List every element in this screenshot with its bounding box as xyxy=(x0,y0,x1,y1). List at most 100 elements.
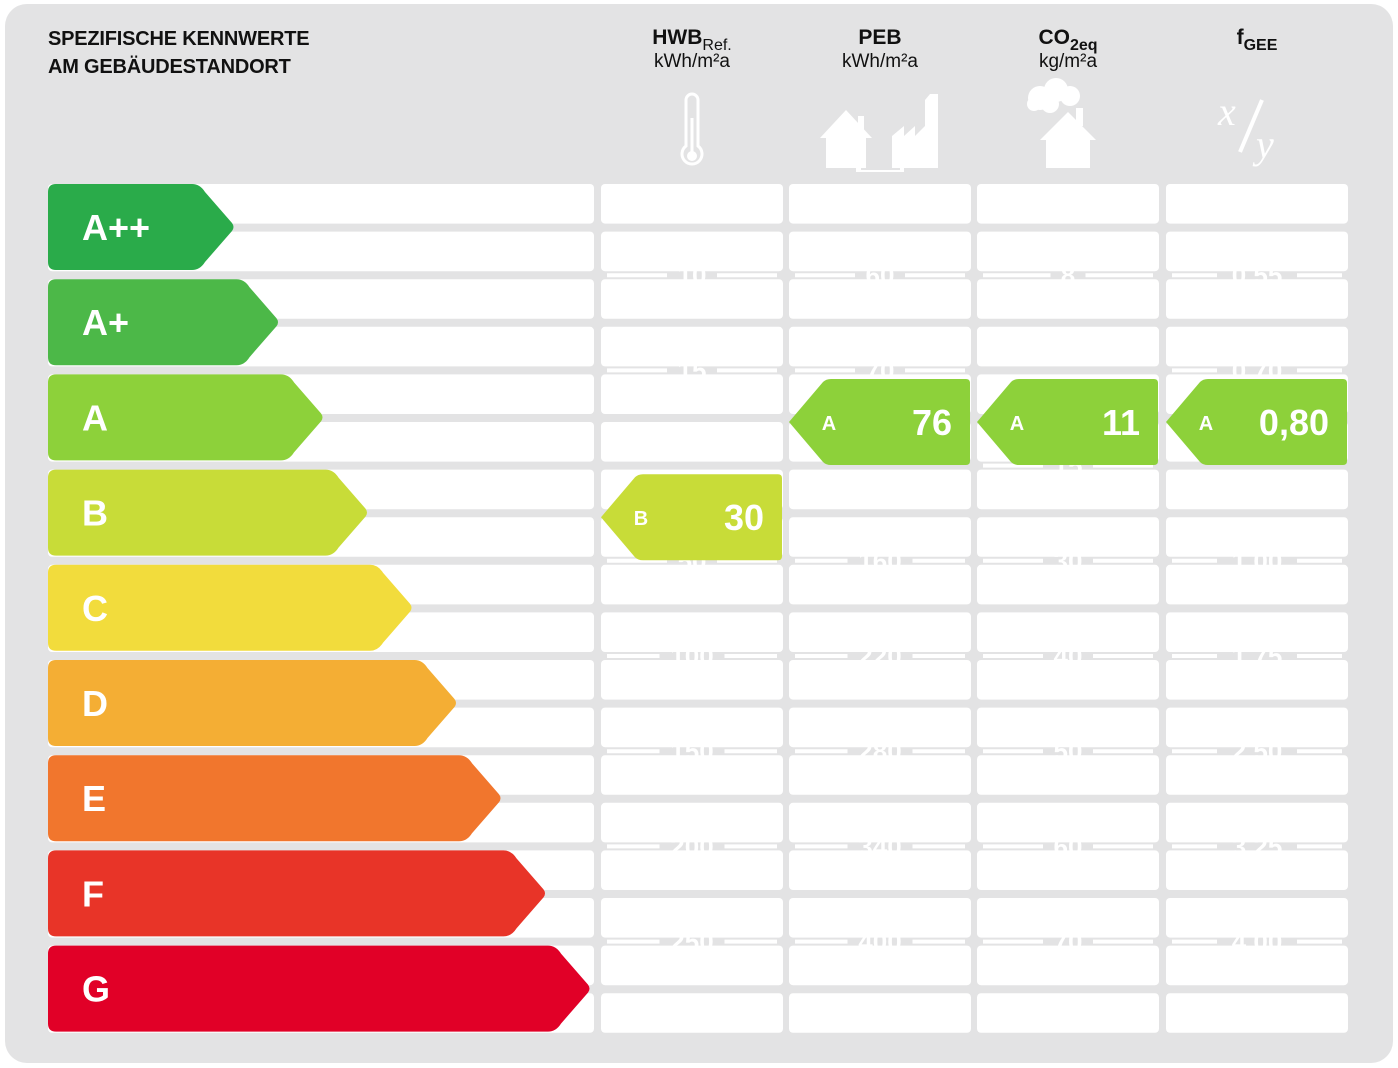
strip-column xyxy=(789,469,971,510)
class-bar-f xyxy=(48,850,545,937)
strip-column xyxy=(601,707,783,748)
strip-column xyxy=(1166,945,1348,986)
value-marker-1: B 30 xyxy=(601,474,782,561)
value-marker-3: A 11 xyxy=(977,379,1158,465)
strip-column xyxy=(601,564,783,605)
strip-column xyxy=(789,231,971,272)
tick-label: 0,55 xyxy=(1232,260,1283,290)
thermometer-icon xyxy=(680,92,704,166)
marker-arrow xyxy=(789,379,970,465)
strip-column xyxy=(601,612,783,652)
tick-label: 200 xyxy=(670,831,713,861)
marker-class: B xyxy=(634,508,648,530)
marker-value: 30 xyxy=(724,497,764,538)
tick-label: 70 xyxy=(1054,927,1083,957)
column-header-peb: PEB kWh/m²a xyxy=(789,26,971,74)
strip-column xyxy=(977,469,1159,510)
column-subscript: 2eq xyxy=(1069,37,1098,54)
tick-label: 10 xyxy=(678,260,707,290)
column-name: HWB xyxy=(652,26,703,49)
strip-column xyxy=(789,612,971,652)
strip-column xyxy=(977,184,1159,224)
tick-label: 250 xyxy=(670,927,713,957)
strip-column xyxy=(977,850,1159,890)
marker-arrow xyxy=(601,474,782,561)
class-bar-b xyxy=(48,469,367,556)
tick-label: 220 xyxy=(858,641,901,671)
class-label: F xyxy=(82,873,104,914)
class-label: B xyxy=(82,493,108,534)
strip-column xyxy=(601,279,783,319)
strip-column xyxy=(977,231,1159,272)
chart-title: SPEZIFISCHE KENNWERTE AM GEBÄUDESTANDORT xyxy=(48,25,310,81)
tick-label: 400 xyxy=(858,927,901,957)
class-label: E xyxy=(82,778,106,819)
strip-column xyxy=(789,184,971,224)
strip-column xyxy=(977,707,1159,748)
svg-text:x: x xyxy=(1217,89,1236,134)
tick-label: 2,50 xyxy=(1232,736,1283,766)
strip-column xyxy=(1166,707,1348,748)
marker-value: 0,80 xyxy=(1259,402,1329,443)
marker-value: 76 xyxy=(912,402,952,443)
class-label: C xyxy=(82,588,108,629)
tick-label: 100 xyxy=(670,641,713,671)
marker-class: A xyxy=(1010,413,1024,435)
value-markers: B 30 A 76 A 11 A 0,80 xyxy=(601,379,1347,561)
strip-column xyxy=(1166,326,1348,367)
strip-column xyxy=(601,993,783,1033)
strip-column xyxy=(977,279,1159,319)
strip-column xyxy=(601,422,783,462)
strip-column xyxy=(601,660,783,700)
strip-column xyxy=(1166,755,1348,795)
strip-column xyxy=(789,898,971,938)
class-label: G xyxy=(82,969,110,1010)
strip-column xyxy=(977,517,1159,557)
tick-label: 50 xyxy=(1054,736,1083,766)
strip-column xyxy=(601,374,783,414)
svg-text:y: y xyxy=(1252,122,1274,167)
class-bar-ap xyxy=(48,279,278,366)
strip-column xyxy=(977,564,1159,605)
column-unit: kg/m²a xyxy=(1038,51,1098,72)
column-unit: kWh/m²a xyxy=(842,51,918,72)
column-header-co2: CO2eq kg/m²a xyxy=(977,26,1159,74)
strip-column xyxy=(1166,612,1348,652)
tick-label: 280 xyxy=(858,736,901,766)
class-bar-d xyxy=(48,660,456,746)
class-bar-e xyxy=(48,755,501,842)
strip-column xyxy=(1166,184,1348,224)
marker-value: 11 xyxy=(1102,402,1140,443)
strip-column xyxy=(1166,993,1348,1033)
strip-column xyxy=(977,945,1159,986)
strip-column xyxy=(789,517,971,557)
strip-column xyxy=(1166,660,1348,700)
strip-column xyxy=(1166,231,1348,272)
tick-label: 1,00 xyxy=(1232,546,1283,576)
column-subscript: GEE xyxy=(1243,37,1278,54)
strip-column xyxy=(789,707,971,748)
value-marker-2: A 76 xyxy=(789,379,970,465)
tick-label: 40 xyxy=(1054,641,1083,671)
strip-column xyxy=(789,802,971,843)
column-subscript: Ref. xyxy=(702,37,732,54)
value-marker-4: A 0,80 xyxy=(1166,379,1347,465)
tick-label: 8 xyxy=(1061,260,1075,290)
strip-column xyxy=(789,945,971,986)
title-line-1: SPEZIFISCHE KENNWERTE xyxy=(48,28,310,50)
marker-class: A xyxy=(1199,413,1213,435)
marker-arrow xyxy=(977,379,1158,465)
class-bar-app xyxy=(48,184,234,270)
tick-label: 1,75 xyxy=(1232,641,1283,671)
strip-column xyxy=(1166,898,1348,938)
strip-column xyxy=(977,993,1159,1033)
column-header-fgee: fGEE xyxy=(1166,26,1348,54)
tick-label: 340 xyxy=(858,831,901,861)
house-emission-icon xyxy=(1027,78,1096,168)
class-bars: A++ A+ A B C D E F G xyxy=(48,184,590,1032)
tick-label: 60 xyxy=(866,260,895,290)
strip-column xyxy=(977,898,1159,938)
strip-column xyxy=(601,898,783,938)
class-bar-c xyxy=(48,564,412,651)
